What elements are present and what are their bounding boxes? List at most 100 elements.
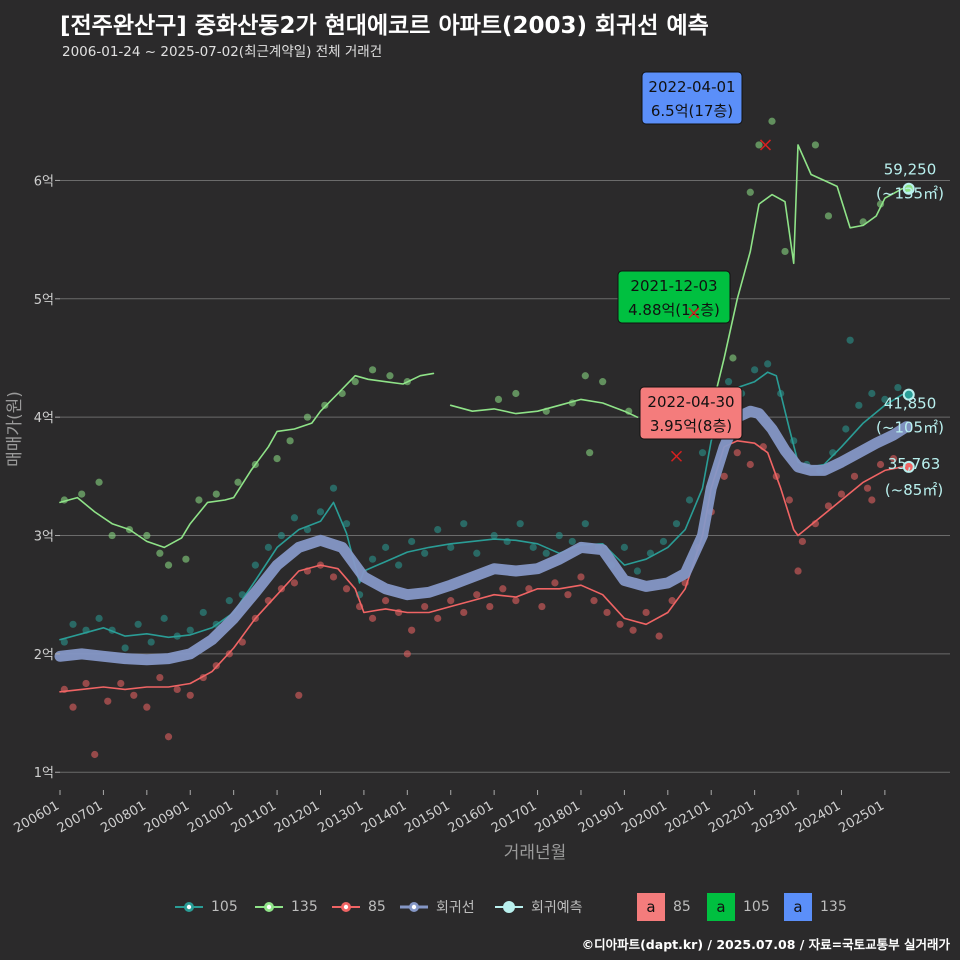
scatter-point-85 [473,591,481,599]
scatter-point-105 [764,360,772,368]
scatter-point-105 [316,508,325,516]
scatter-point-135 [755,141,763,149]
scatter-point-85 [143,703,151,711]
scatter-point-135 [768,117,776,125]
scatter-point-105 [516,520,524,528]
scatter-point-85 [551,579,559,587]
chart-legend: 105 135 85 회귀선 회귀예측 a 85 a 105 a 135 [0,893,960,921]
max-point-marker [688,307,700,319]
scatter-point-135 [156,549,164,557]
x-tick-label: 201001 [185,798,235,836]
x-axis-title: 거래년월 [504,843,567,863]
legend-label: 회귀선 [436,900,475,916]
scatter-point-135 [368,366,377,374]
scatter-point-105 [846,336,854,344]
scatter-point-85 [130,691,138,699]
scatter-point-135 [195,496,203,504]
scatter-point-105 [60,638,68,646]
scatter-point-85 [525,585,533,593]
scatter-point-135 [824,212,833,220]
scatter-point-85 [655,632,663,640]
forecast-area-label: (~85㎡) [885,481,943,499]
annotation-date: 2022-04-30 [647,393,734,411]
scatter-point-105 [290,514,299,522]
series-line-135 [59,372,435,549]
scatter-point-85 [629,626,637,634]
scatter-point-105 [69,620,77,628]
x-tick-label: 202401 [793,798,843,836]
legend-key-105-icon [175,895,203,919]
scatter-point-85 [295,691,303,699]
scatter-point-85 [342,585,351,593]
scatter-point-85 [486,602,494,611]
forecast-marker-core [904,184,913,193]
legend-item-forecast: 회귀예측 [495,893,583,921]
scatter-point-105 [568,537,576,546]
scatter-point-85 [889,454,898,463]
scatter-point-135 [182,555,190,563]
x-tick-label: 200601 [12,798,62,836]
forecast-value-label: 59,250 [884,161,937,179]
scatter-point-85 [837,490,846,498]
legend-label: 105 [211,899,238,915]
scatter-point-85 [173,685,181,693]
legend-key-135-icon [255,895,283,919]
x-tick-label: 201201 [272,798,322,836]
scatter-point-85 [382,597,390,605]
scatter-point-105 [473,549,481,557]
scatter-point-85 [117,679,125,688]
scatter-point-105 [277,531,286,540]
scatter-point-85 [850,472,859,480]
scatter-point-105 [329,484,338,492]
scatter-point-105 [842,425,850,433]
scatter-point-135 [286,437,294,445]
scatter-point-85 [538,602,546,611]
annotation-box [641,71,743,125]
scatter-point-105 [264,543,272,551]
chart-title: [전주완산구] 중화산동2가 현대에코르 아파트(2003) 회귀선 예측 [60,13,709,39]
scatter-point-85 [403,650,411,658]
y-tick-label: 2억 [34,648,54,663]
legend-box-glyph: a [707,893,735,921]
legend-box-glyph: a [784,893,812,921]
scatter-point-85 [785,496,793,504]
annotation-date: 2021-12-03 [630,277,717,295]
scatter-point-85 [82,679,90,688]
scatter-point-105 [555,531,563,540]
scatter-point-85 [186,691,194,699]
scatter-point-105 [881,395,889,404]
scatter-point-135 [234,478,242,486]
legend-box-85: a 85 [637,893,691,921]
x-tick-label: 200701 [55,798,105,836]
scatter-point-85 [868,496,876,504]
y-tick-label: 3억 [34,530,54,545]
scatter-point-85 [156,673,164,682]
y-tick-label: 4억 [34,411,54,426]
x-tick-label: 201801 [532,798,582,836]
scatter-point-135 [95,478,103,486]
legend-label: 회귀예측 [531,900,583,916]
scatter-point-105 [342,520,351,528]
scatter-point-85 [642,608,650,617]
scatter-point-105 [134,620,142,628]
scatter-point-85 [421,602,429,611]
scatter-point-85 [603,608,611,617]
legend-item-135: 135 [255,893,318,921]
legend-label: 105 [743,899,770,915]
scatter-point-105 [894,383,902,392]
scatter-point-105 [659,537,668,546]
scatter-point-135 [386,372,394,380]
forecast-area-label: (~135㎡) [876,185,944,203]
scatter-point-135 [811,141,820,149]
annotation-box [639,386,743,440]
x-tick-label: 202201 [706,798,756,836]
scatter-point-85 [368,614,377,622]
scatter-point-135 [108,531,116,540]
legend-box-glyph: a [637,893,665,921]
scatter-point-85 [104,697,112,705]
scatter-point-105 [751,366,759,374]
scatter-point-85 [329,573,338,581]
scatter-point-135 [78,490,86,498]
series-line-135-c [710,144,904,413]
scatter-point-105 [225,597,233,605]
